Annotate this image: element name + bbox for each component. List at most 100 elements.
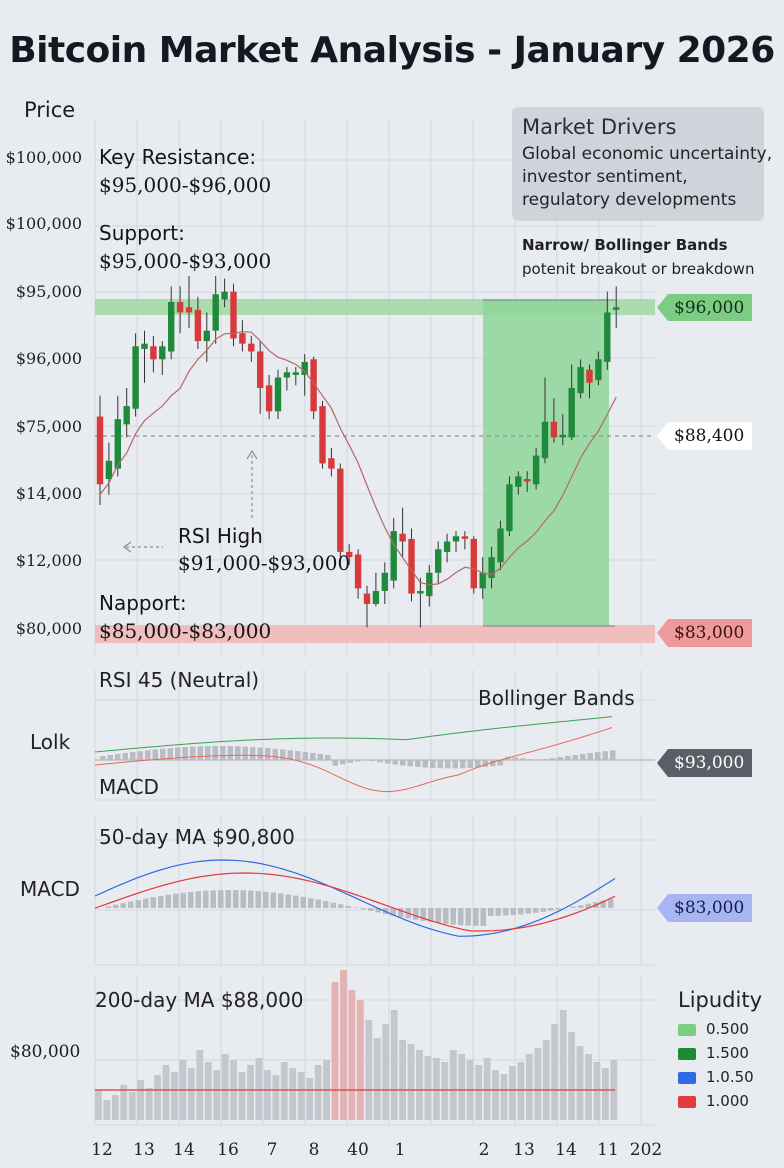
rsi-bar: [182, 747, 188, 760]
volume-bar: [602, 1068, 609, 1120]
rsi-bar: [602, 751, 608, 760]
candle-up: [417, 590, 424, 594]
rsi-bar: [460, 760, 466, 769]
x-tick-label: 16: [217, 1140, 239, 1160]
rsi-bar: [557, 757, 563, 760]
rsi-bar: [572, 755, 578, 760]
candle-down: [399, 533, 406, 542]
rsi-bar: [385, 760, 391, 764]
panel2-price-tag: $83,000: [674, 898, 745, 918]
candle-down: [185, 307, 193, 313]
macd-bar: [308, 898, 314, 908]
candle-up: [559, 434, 566, 438]
volume-bar: [255, 1058, 263, 1120]
macd-bar: [143, 898, 149, 908]
volume-bar: [576, 1046, 584, 1120]
volume-bar: [306, 1078, 314, 1120]
volume-bar: [272, 1075, 280, 1120]
legend-label: 0.500: [706, 1020, 749, 1038]
y-tick-label: $96,000: [15, 349, 82, 368]
macd-bar: [113, 904, 119, 908]
rsi-bar: [310, 752, 316, 760]
macd-bar: [173, 893, 179, 908]
volume-bar: [187, 1068, 195, 1120]
rsi-bar: [347, 760, 353, 763]
x-tick-label: 14: [173, 1140, 195, 1160]
rsi-bar: [550, 758, 556, 760]
volume-bar: [297, 1072, 305, 1120]
candle-down: [354, 554, 362, 589]
volume-bar: [382, 1024, 390, 1120]
volume-bar: [441, 1062, 449, 1120]
candle-down: [96, 416, 104, 485]
legend-label: 1.500: [706, 1044, 749, 1062]
rsi-bar: [400, 760, 406, 766]
market-drivers-body: Global economic uncertainty, investor se…: [522, 143, 772, 212]
rsi-bar: [160, 748, 166, 760]
rsi-bar: [377, 760, 383, 763]
macd-bar: [540, 908, 546, 912]
macd-bar: [473, 908, 479, 926]
rsi-high-title: RSI High: [178, 524, 263, 548]
x-tick-label: 2: [478, 1140, 490, 1160]
volume-bar: [204, 1062, 212, 1120]
candle-down: [346, 551, 353, 558]
volume-panel-side-label: $80,000: [10, 1042, 81, 1062]
macd-bar: [585, 903, 591, 908]
rsi-bar: [340, 760, 346, 765]
rsi-bar: [595, 752, 601, 760]
volume-bar: [120, 1085, 128, 1120]
macd-bar: [578, 905, 584, 908]
legend-swatch: [678, 1023, 696, 1036]
macd-bar: [555, 908, 561, 910]
candle-up: [203, 330, 210, 342]
macd-bar: [165, 894, 171, 908]
volume-bar: [534, 1048, 542, 1120]
rsi-red-line: [94, 727, 613, 793]
key-resistance-title: Key Resistance:: [99, 145, 257, 169]
candle-down: [408, 538, 415, 594]
macd-bar: [210, 890, 216, 908]
y-tick-label: $100,000: [5, 148, 82, 167]
volume-bar: [103, 1100, 111, 1120]
rsi-high-arrow-head-up: [246, 449, 258, 460]
legend-swatch: [678, 1071, 696, 1084]
macd-bar: [360, 908, 366, 910]
x-tick-label: 40: [347, 1140, 369, 1160]
napport-range: $85,000-$83,000: [99, 619, 272, 643]
volume-bar: [162, 1065, 170, 1120]
rsi-bar: [287, 750, 293, 760]
volume-panel: [95, 970, 618, 1120]
candle-down: [257, 351, 264, 388]
volume-bar: [407, 1044, 415, 1120]
candle-up: [488, 557, 495, 578]
y-tick-label: $80,000: [15, 619, 82, 638]
rsi-bar: [175, 747, 181, 760]
rally-zone: [483, 300, 609, 626]
macd-bar: [510, 908, 516, 916]
volume-bar: [365, 1020, 373, 1120]
candle-up: [390, 531, 397, 581]
rsi-bar: [392, 760, 398, 765]
support-price-tag: $83,000: [674, 623, 745, 643]
candle-down: [470, 538, 477, 589]
candlesticks: [96, 276, 620, 628]
candle-down: [194, 309, 202, 342]
macd-bar: [120, 903, 126, 908]
macd-bar: [323, 901, 329, 908]
rsi-bar: [317, 753, 323, 760]
rsi-bar: [542, 759, 548, 760]
page-title: Bitcoin Market Analysis - January 2026: [9, 30, 775, 71]
rsi-bar: [482, 760, 488, 768]
macd-panel: [94, 859, 616, 937]
volume-bar: [559, 1010, 567, 1120]
macd-bar: [368, 908, 374, 911]
macd-bar: [608, 898, 614, 908]
volume-bar: [483, 1058, 491, 1120]
rsi-bar: [250, 747, 256, 760]
x-tick-label: 12: [91, 1140, 113, 1160]
rsi-high-range: $91,000-$93,000: [178, 551, 351, 575]
macd-bar: [495, 908, 501, 916]
candle-up: [212, 294, 219, 331]
rsi-bar: [565, 756, 571, 760]
